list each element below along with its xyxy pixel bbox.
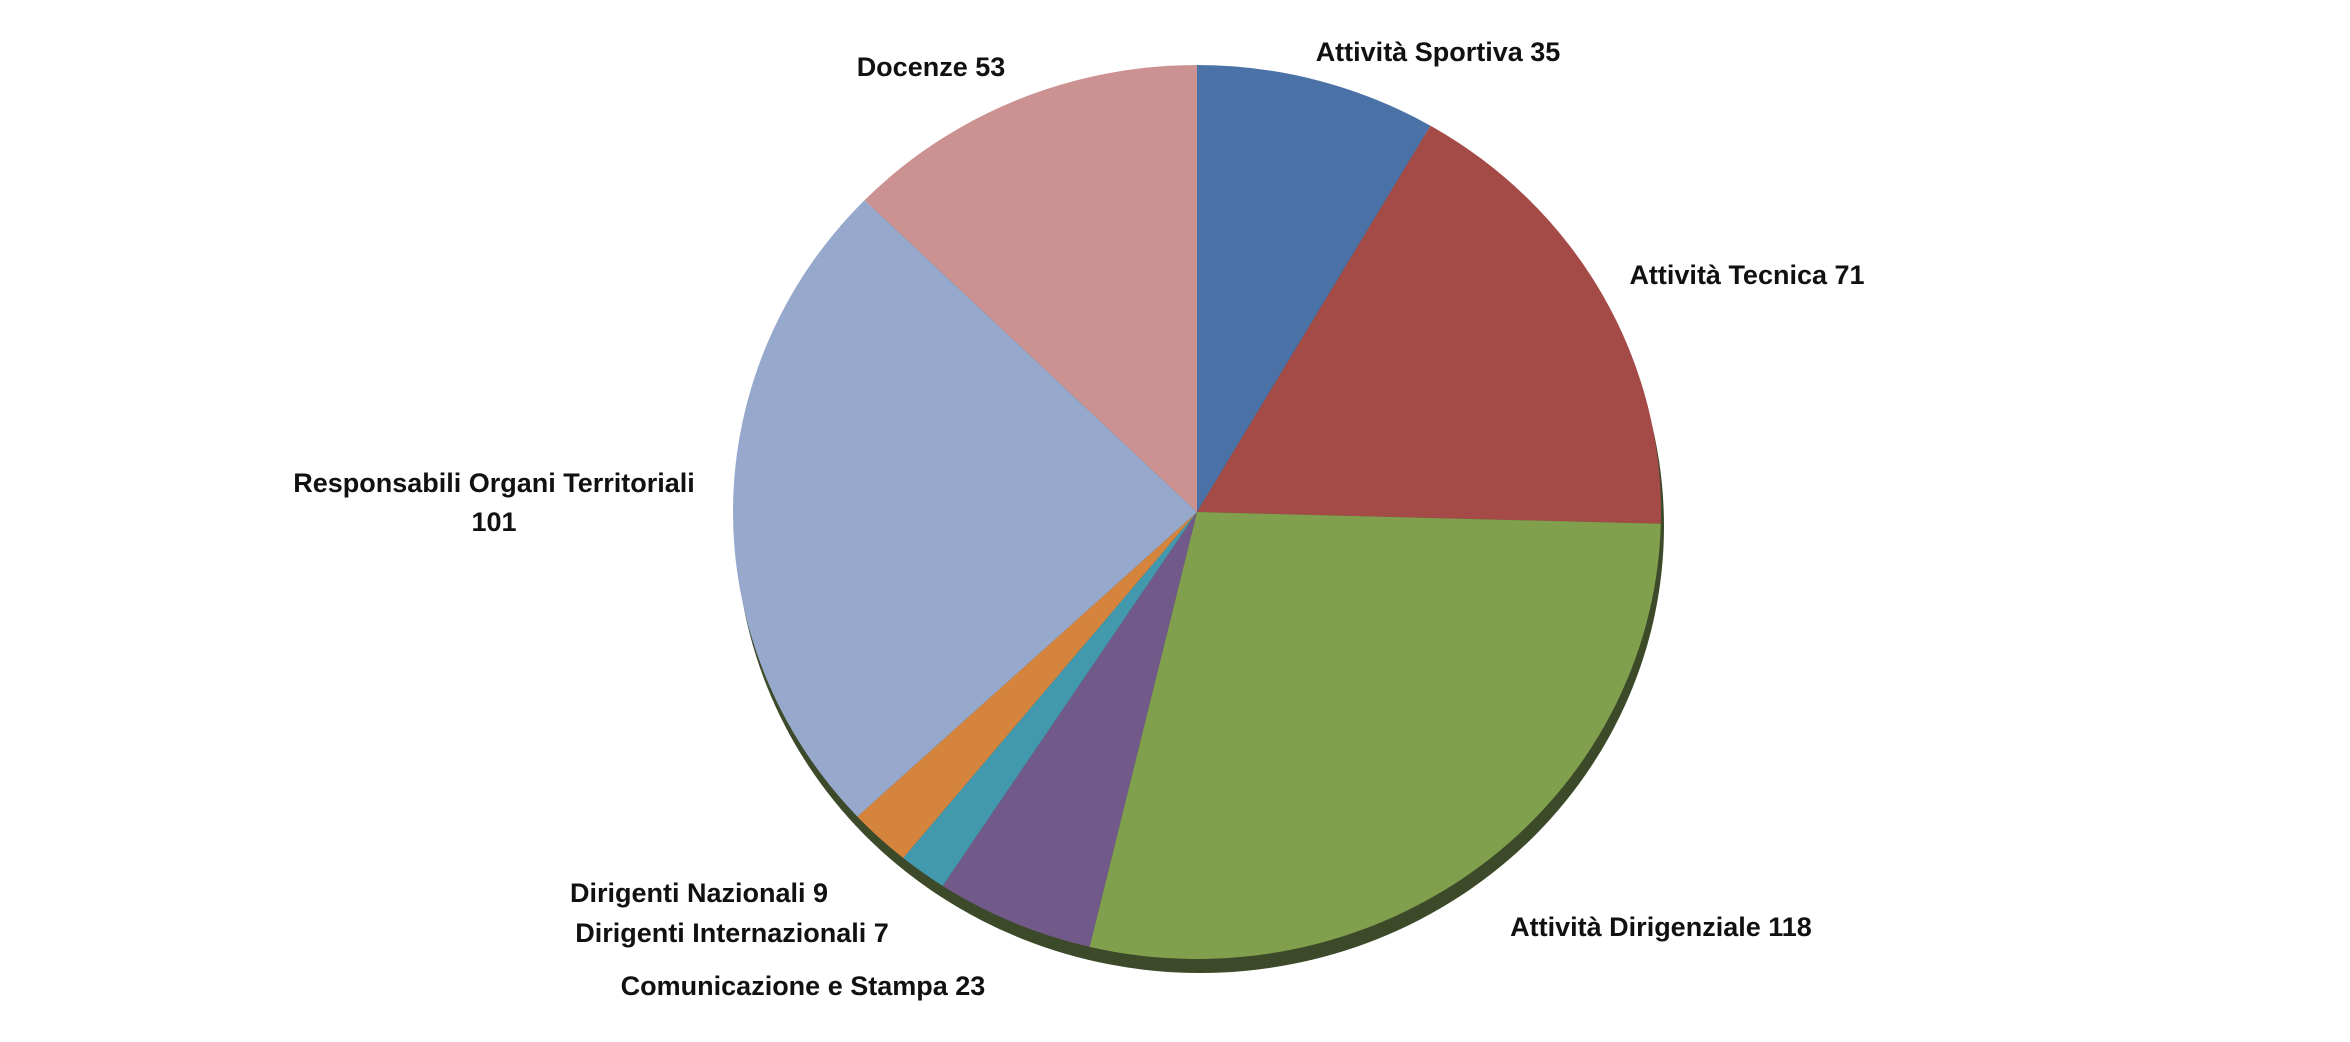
slice-label-value: 9 <box>813 878 828 908</box>
slice-label: Docenze 53 <box>857 52 1006 82</box>
slice-label-value: 35 <box>1530 37 1560 67</box>
slice-label-value: 71 <box>1835 260 1865 290</box>
slice-label-name: Responsabili Organi Territoriali <box>293 468 695 498</box>
slice-label-value: 23 <box>955 971 985 1001</box>
pie-slice <box>857 512 1197 859</box>
slice-label: Attività Dirigenziale 118 <box>1510 912 1812 942</box>
slice-label-name: Attività Sportiva <box>1316 37 1524 67</box>
pie-slice <box>864 65 1197 512</box>
slice-label-value: 118 <box>1768 912 1812 942</box>
slice-label-name: Attività Tecnica <box>1629 260 1828 290</box>
pie-slice <box>942 512 1197 947</box>
pie-slice <box>733 200 1197 817</box>
slice-label: Comunicazione e Stampa 23 <box>621 971 986 1001</box>
slice-label-name: Attività Dirigenziale <box>1510 912 1761 942</box>
slice-label: Attività Tecnica 71 <box>1629 260 1864 290</box>
slice-label: Dirigenti Internazionali 7 <box>575 918 889 948</box>
slice-label: Responsabili Organi Territoriali 101 <box>293 468 695 537</box>
pie-slice <box>1089 512 1661 959</box>
slice-label-name: Dirigenti Internazionali <box>575 918 866 948</box>
pie-slice <box>1197 125 1662 524</box>
slice-label: Dirigenti Nazionali 9 <box>570 878 828 908</box>
slice-label-name: Dirigenti Nazionali <box>570 878 806 908</box>
slice-label-name: Docenze <box>857 52 968 82</box>
slice-label-value: 7 <box>874 918 889 948</box>
pie-slice <box>1197 65 1431 512</box>
pie-slice <box>903 512 1197 886</box>
slice-label: Attività Sportiva 35 <box>1316 37 1561 67</box>
slice-label-value: 53 <box>975 52 1005 82</box>
slice-label-name: Comunicazione e Stampa <box>621 971 949 1001</box>
slice-label-value: 101 <box>471 507 516 537</box>
